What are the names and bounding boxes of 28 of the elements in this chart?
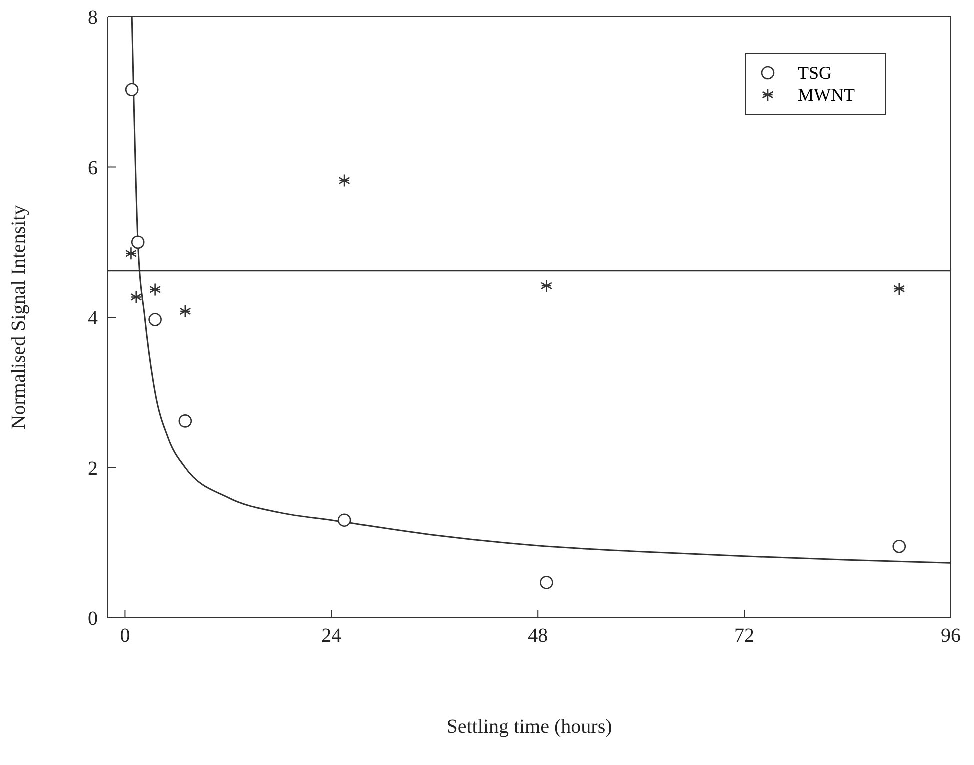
x-tick-label: 48 bbox=[528, 625, 548, 648]
point bbox=[149, 283, 162, 296]
x-tick-label: 24 bbox=[322, 625, 342, 648]
legend-label: MWNT bbox=[798, 84, 855, 106]
legend-label: TSG bbox=[798, 62, 832, 84]
y-tick-label: 6 bbox=[88, 157, 98, 180]
point bbox=[131, 236, 145, 250]
point bbox=[180, 304, 192, 318]
y-tick-label: 4 bbox=[88, 308, 98, 330]
point bbox=[338, 514, 352, 527]
point bbox=[125, 83, 139, 97]
x-tick-label: 72 bbox=[734, 625, 755, 648]
x-tick-label: 96 bbox=[941, 625, 961, 648]
x-axis-title: Settling time (hours) bbox=[446, 716, 612, 738]
point bbox=[130, 290, 142, 304]
x-tick-label: 0 bbox=[120, 625, 130, 648]
point bbox=[892, 540, 906, 554]
point bbox=[338, 174, 350, 188]
y-tick-label: 8 bbox=[88, 7, 98, 30]
y-tick-label: 2 bbox=[88, 458, 98, 480]
y-tick-label: 0 bbox=[88, 608, 98, 630]
point bbox=[540, 279, 553, 293]
point bbox=[540, 576, 554, 590]
y-axis-title: Normalised Signal Intensity bbox=[8, 205, 30, 430]
point bbox=[125, 246, 138, 260]
point bbox=[148, 313, 162, 326]
point bbox=[894, 282, 906, 296]
point bbox=[178, 414, 192, 428]
